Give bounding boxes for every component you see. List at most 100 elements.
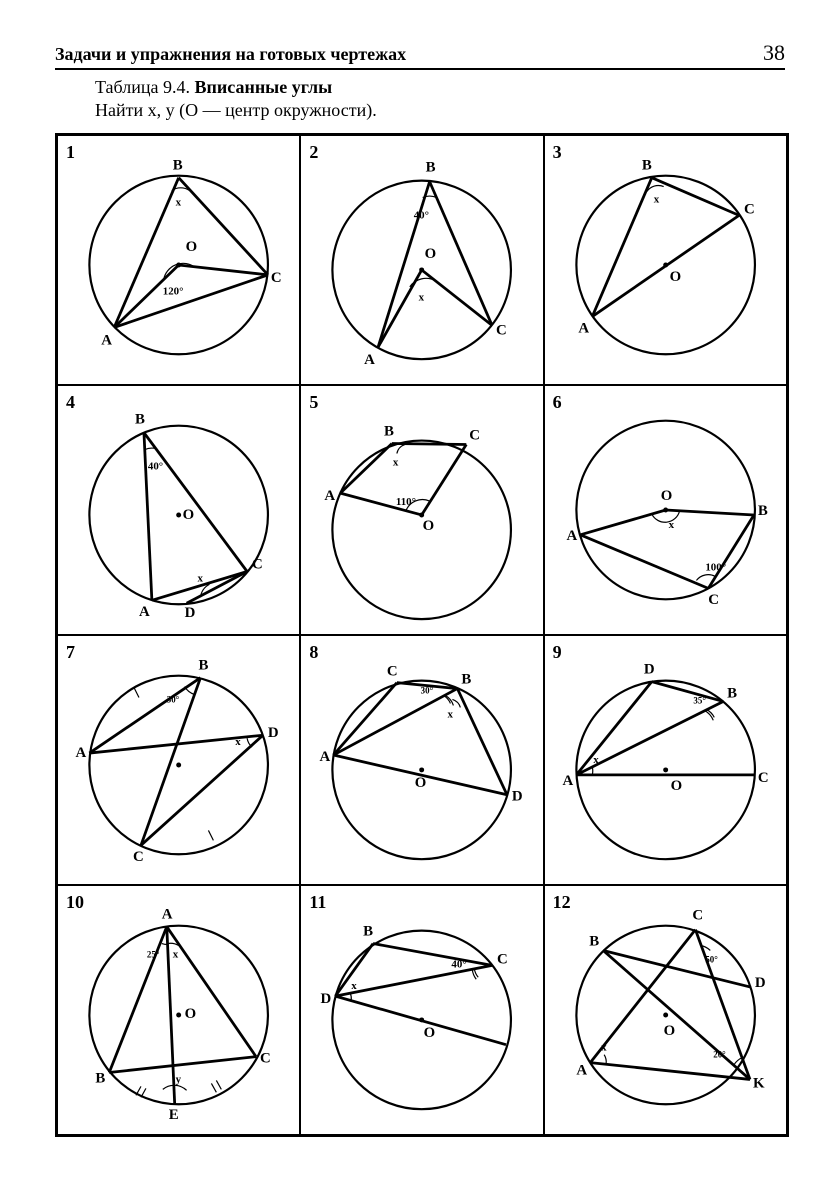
- label-A: A: [364, 352, 375, 368]
- label-O: O: [185, 1006, 197, 1022]
- label-A: A: [320, 749, 331, 765]
- label-C: C: [133, 849, 144, 865]
- label-xA: x: [173, 948, 179, 960]
- cell-12: 12 C B D A O K 50° 20° x: [544, 885, 787, 1135]
- label-100: 100°: [705, 561, 726, 573]
- label-x: x: [601, 1041, 607, 1053]
- diagram-5: B C A O x 110°: [301, 386, 542, 634]
- label-O: O: [660, 488, 672, 504]
- label-B: B: [727, 685, 737, 701]
- cell-number: 8: [309, 642, 318, 663]
- title-bold: Вписанные углы: [194, 77, 332, 97]
- label-x: x: [593, 754, 599, 766]
- page-number: 38: [763, 40, 785, 66]
- label-C: C: [692, 908, 703, 924]
- label-C: C: [260, 1050, 271, 1066]
- header-title: Задачи и упражнения на готовых чертежах: [55, 44, 406, 65]
- cell-number: 4: [66, 392, 75, 413]
- label-120: 120°: [163, 286, 184, 298]
- label-C: C: [708, 592, 719, 608]
- label-30: 30°: [421, 685, 434, 695]
- label-D: D: [643, 661, 654, 677]
- diagram-3: B C O A x: [545, 136, 786, 384]
- label-D: D: [321, 991, 332, 1007]
- diagram-12: C B D A O K 50° 20° x: [545, 886, 786, 1134]
- label-K: K: [753, 1075, 765, 1091]
- label-B: B: [589, 933, 599, 949]
- label-C: C: [387, 663, 398, 679]
- label-x: x: [668, 519, 674, 531]
- diagram-11: B C D O 40° x: [301, 886, 542, 1134]
- diagram-grid: 1 B O A C x 120° 2: [55, 133, 789, 1137]
- label-40: 40°: [148, 460, 163, 472]
- diagram-9: D B A O C 35° x: [545, 636, 786, 884]
- diagram-1: B O A C x 120°: [58, 136, 299, 384]
- cell-3: 3 B C O A x: [544, 135, 787, 385]
- label-x: x: [198, 572, 204, 584]
- label-B: B: [426, 159, 436, 175]
- label-A: A: [101, 332, 112, 348]
- label-A: A: [576, 1062, 587, 1078]
- label-B: B: [95, 1070, 105, 1086]
- label-O: O: [425, 246, 437, 262]
- title-line-2: Найти x, y (O — центр окружности).: [95, 99, 785, 122]
- cell-number: 6: [553, 392, 562, 413]
- label-A: A: [75, 745, 86, 761]
- title-line-1: Таблица 9.4. Вписанные углы: [95, 76, 785, 99]
- label-A: A: [139, 604, 150, 620]
- label-O: O: [183, 507, 195, 523]
- label-A: A: [566, 528, 577, 544]
- cell-number: 11: [309, 892, 326, 913]
- cell-number: 10: [66, 892, 84, 913]
- label-x: x: [653, 193, 659, 205]
- cell-number: 3: [553, 142, 562, 163]
- label-20: 20°: [713, 1049, 726, 1059]
- cell-number: 7: [66, 642, 75, 663]
- diagram-4: B O C A D 40° x: [58, 386, 299, 634]
- diagram-2: B O A C 40° x: [301, 136, 542, 384]
- label-C: C: [496, 322, 507, 338]
- label-O: O: [186, 239, 198, 255]
- label-x: x: [419, 291, 425, 303]
- label-x: x: [448, 708, 454, 720]
- label-C: C: [252, 556, 263, 572]
- diagram-10: A O B C E 25° x y: [58, 886, 299, 1134]
- label-O: O: [424, 1025, 436, 1041]
- cell-8: 8 C B A O D 30° x: [300, 635, 543, 885]
- cell-5: 5 B C A O x 110°: [300, 385, 543, 635]
- label-x: x: [235, 736, 241, 748]
- title-prefix: Таблица 9.4.: [95, 77, 194, 97]
- label-B: B: [642, 158, 652, 174]
- label-35: 35°: [693, 695, 706, 705]
- label-x: x: [176, 196, 182, 208]
- label-C: C: [497, 951, 508, 967]
- label-E: E: [169, 1107, 179, 1123]
- label-B: B: [363, 923, 373, 939]
- label-B: B: [199, 658, 209, 674]
- label-A: A: [562, 773, 573, 789]
- label-B: B: [758, 503, 768, 519]
- diagram-7: B D A C 30° x: [58, 636, 299, 884]
- label-O: O: [415, 775, 427, 791]
- cell-10: 10 A O B C E 25°: [57, 885, 300, 1135]
- label-O: O: [669, 269, 681, 285]
- title-block: Таблица 9.4. Вписанные углы Найти x, y (…: [95, 76, 785, 123]
- cell-number: 9: [553, 642, 562, 663]
- label-D: D: [185, 605, 196, 621]
- label-D: D: [755, 975, 766, 991]
- label-40: 40°: [414, 209, 429, 221]
- cell-1: 1 B O A C x 120°: [57, 135, 300, 385]
- label-B: B: [384, 423, 394, 439]
- label-C: C: [271, 270, 282, 286]
- cell-11: 11 B C D O 40° x: [300, 885, 543, 1135]
- cell-9: 9 D B A O C 35° x: [544, 635, 787, 885]
- label-O: O: [663, 1023, 675, 1039]
- cell-2: 2 B O A C 40° x: [300, 135, 543, 385]
- label-50: 50°: [705, 954, 718, 964]
- label-C: C: [470, 427, 481, 443]
- cell-7: 7 B D A C 30° x: [57, 635, 300, 885]
- label-25: 25°: [147, 949, 160, 959]
- label-A: A: [578, 320, 589, 336]
- page-header: Задачи и упражнения на готовых чертежах …: [55, 40, 785, 70]
- cell-number: 1: [66, 142, 75, 163]
